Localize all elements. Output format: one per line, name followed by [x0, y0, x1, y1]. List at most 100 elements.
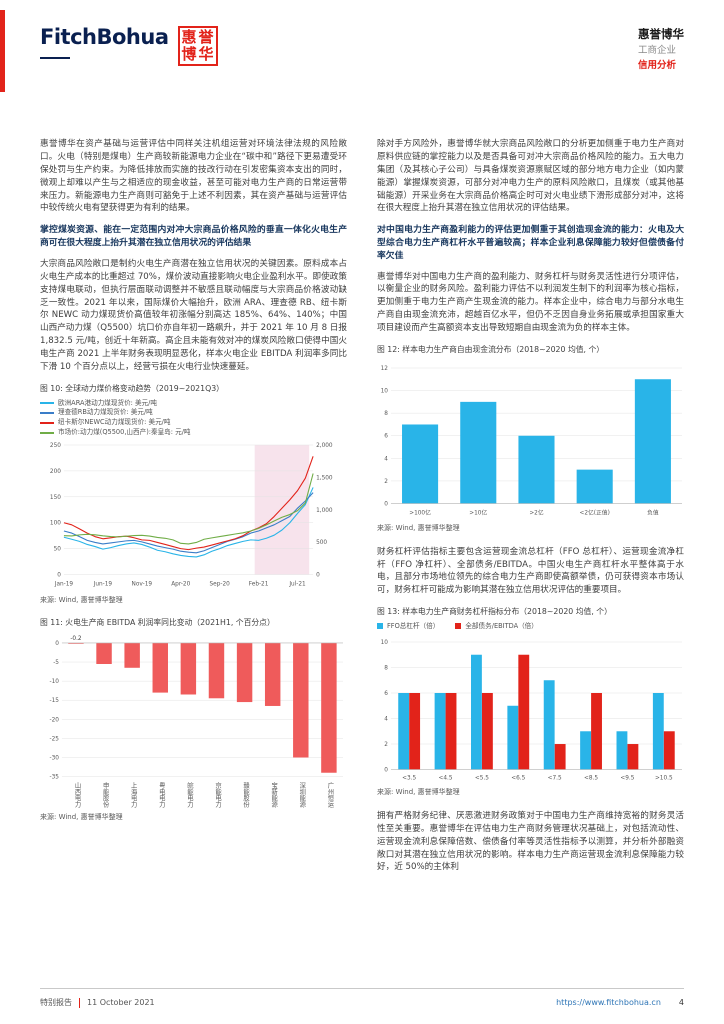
svg-text:<3.5: <3.5 [402, 775, 416, 781]
right-column: 除对手方风险外，惠誉博华就大宗商品风险敞口的分析更加侧重于电力生产商对原料供应链… [377, 138, 684, 883]
svg-text:1,000: 1,000 [316, 508, 333, 514]
svg-text:Feb-21: Feb-21 [249, 582, 269, 588]
body-paragraph: 惠誉博华在资产基础与运营评估中同样关注机组运营对环境法律法规的风险敞口。火电（特… [40, 139, 347, 214]
x-axis-label-cell: 广州恒运 [315, 782, 343, 807]
svg-text:8: 8 [384, 665, 388, 671]
svg-text:0: 0 [57, 573, 61, 579]
legend-swatch [40, 401, 54, 404]
figure-11: 图 11: 火电生产商 EBITDA 利润率同比变动（2021H1, 个百分点）… [40, 617, 347, 822]
figure-legend: 欧洲ARA港动力煤现货价: 美元/吨 理查德RB动力煤现货价: 美元/吨 纽卡斯尔N… [40, 399, 347, 438]
x-axis-label-cell: 京能电力 [202, 782, 230, 807]
svg-text:2,000: 2,000 [316, 443, 333, 449]
two-column-body: 惠誉博华在资产基础与运营评估中同样关注机组运营对环境法律法规的风险敞口。火电（特… [40, 138, 684, 883]
x-axis-label: 赣能股份 [242, 782, 250, 808]
legend-item: FFO总杠杆（倍） [377, 622, 439, 631]
bohua-seal-logo: 惠 誉 博 华 [177, 26, 218, 66]
svg-text:0: 0 [384, 767, 388, 773]
footer-report-type: 特别报告 [40, 998, 72, 1007]
x-axis-label: 山西电力 [73, 782, 81, 808]
brand-name: 惠誉博华 [638, 27, 684, 41]
legend-label: 全部债务/EBITDA（倍） [465, 621, 538, 630]
x-axis-label-cell: 申能股份 [90, 782, 118, 807]
logo-block: FitchBohua 惠 誉 博 华 [40, 25, 218, 66]
footer-report-info: 特别报告 11 October 2021 [40, 997, 155, 1008]
svg-text:50: 50 [54, 547, 62, 553]
svg-text:2: 2 [384, 479, 388, 485]
body-paragraph: 大宗商品风险敞口是制约火电生产商潜在独立信用状况的关键因素。原料成本占火电生产成… [40, 258, 347, 372]
svg-text:-15: -15 [50, 698, 60, 704]
seal-char: 博 [181, 45, 197, 63]
x-axis-label-cell: 深圳能源 [287, 782, 315, 807]
svg-text:-0.2: -0.2 [70, 636, 82, 642]
svg-text:>10.5: >10.5 [655, 775, 673, 781]
x-axis-label-cell: 上海电力 [118, 782, 146, 807]
legend-item: 市场价:动力煤(Q5500,山西产):秦皇岛: 元/吨 [40, 428, 347, 437]
seal-char: 惠 [181, 28, 197, 46]
svg-text:8: 8 [384, 411, 388, 417]
svg-text:250: 250 [50, 443, 61, 449]
legend-label: 纽卡斯尔NEWC动力煤现货价: 美元/吨 [58, 418, 171, 427]
svg-text:4: 4 [384, 716, 388, 722]
figure-source: 来源: Wind, 惠誉博华整理 [377, 524, 460, 533]
svg-text:10: 10 [381, 388, 389, 394]
figure-legend: FFO总杠杆（倍） 全部债务/EBITDA（倍） [377, 622, 684, 631]
svg-text:0: 0 [55, 641, 59, 647]
svg-text:>2亿: >2亿 [529, 508, 543, 516]
x-axis-label: 京能电力 [213, 782, 221, 808]
svg-text:<4.5: <4.5 [439, 775, 453, 781]
x-axis-label-cell: 粤电电力 [146, 782, 174, 807]
svg-text:0: 0 [384, 501, 388, 507]
svg-text:10: 10 [381, 640, 389, 646]
figure-source: 来源: Wind, 惠誉博华整理 [40, 812, 123, 821]
x-axis-label: 申能股份 [101, 782, 109, 808]
svg-text:Sep-20: Sep-20 [210, 582, 231, 588]
figure-10: 图 10: 全球动力煤价格变动趋势（2019~2021Q3） 欧洲ARA港动力煤… [40, 383, 347, 605]
legend-item: 欧洲ARA港动力煤现货价: 美元/吨 [40, 399, 347, 408]
svg-text:200: 200 [50, 469, 61, 475]
x-axis-label-cell: 宝新能源 [259, 782, 287, 807]
svg-text:500: 500 [316, 540, 327, 546]
section-heading: 对中国电力生产商盈利能力的评估更加侧重于其创造现金流的能力：火电及大型综合电力生… [377, 225, 684, 261]
svg-text:>10亿: >10亿 [469, 508, 487, 516]
legend-swatch [377, 623, 383, 630]
figure-13: 图 13: 样本电力生产商财务杠杆指标分布（2018~2020 均值, 个） F… [377, 606, 684, 798]
figure-title: 图 11: 火电生产商 EBITDA 利润率同比变动（2021H1, 个百分点） [40, 618, 275, 628]
svg-text:Jul-21: Jul-21 [288, 582, 306, 588]
x-axis-label: 深圳能源 [298, 782, 306, 808]
svg-text:-35: -35 [50, 774, 60, 780]
svg-text:150: 150 [50, 495, 61, 501]
leverage-grouped-bar-chart: 0 2 4 6 8 10 <3.5 <4.5 <5.5 <6.5 <7.5 <8.5 <9.5 >10.5 [381, 640, 682, 781]
coal-price-line-chart: 0 50 100 150 200 250 0 500 1,000 1,500 2,000 Jan-19… [50, 443, 333, 588]
ebitda-margin-bar-chart: 0 -5 -10 -15 -20 -25 -30 -35 -0.2 [50, 636, 344, 780]
figure-title: 图 12: 样本电力生产商自由现金流分布（2018~2020 均值, 个） [377, 345, 605, 355]
svg-text:6: 6 [384, 433, 388, 439]
svg-text:<5.5: <5.5 [475, 775, 489, 781]
page-footer: 特别报告 11 October 2021 https://www.fitchbo… [40, 988, 684, 1008]
x-axis-label: 上海电力 [129, 782, 137, 808]
report-type-label: 信用分析 [638, 59, 677, 71]
x-axis-labels: 山西电力 申能股份 上海电力 粤电电力 皖能电力 京能电力 赣能股份 宝新能源 深圳能源 广州恒运 [40, 782, 347, 807]
body-paragraph: 财务杠杆评估指标主要包含运营现金流总杠杆（FFO 总杠杆）、运营现金流净杠杆（F… [377, 546, 684, 596]
left-column: 惠誉博华在资产基础与运营评估中同样关注机组运营对环境法律法规的风险敞口。火电（特… [40, 138, 347, 883]
x-axis-label: 皖能电力 [185, 782, 193, 808]
fitchbohua-logo: FitchBohua [40, 25, 169, 49]
svg-text:<9.5: <9.5 [620, 775, 634, 781]
footer-separator [79, 997, 80, 1008]
free-cashflow-bar-chart: 0 2 4 6 8 10 12 >100亿 >10亿 >2亿 <2亿(正值) 负值 [381, 366, 682, 516]
svg-text:-30: -30 [50, 755, 60, 761]
legend-swatch [40, 431, 54, 434]
x-axis-label: 广州恒运 [326, 782, 334, 808]
svg-text:-10: -10 [50, 679, 60, 685]
svg-text:负值: 负值 [647, 508, 659, 516]
section-heading: 掌控煤炭资源、能在一定范围内对冲大宗商品价格风险的垂直一体化火电生产商可在很大程… [40, 225, 347, 249]
svg-text:Jan-19: Jan-19 [54, 582, 74, 588]
svg-text:-20: -20 [50, 717, 60, 723]
legend-item: 理查德RB动力煤现货价: 美元/吨 [40, 408, 347, 417]
svg-text:Jun-19: Jun-19 [93, 582, 113, 588]
report-meta-block: 惠誉博华 工商企业 信用分析 [638, 26, 684, 73]
svg-text:<6.5: <6.5 [511, 775, 525, 781]
legend-label: 市场价:动力煤(Q5500,山西产):秦皇岛: 元/吨 [58, 428, 191, 437]
website-link[interactable]: https://www.fitchbohua.cn [556, 998, 661, 1007]
figure-12: 图 12: 样本电力生产商自由现金流分布（2018~2020 均值, 个） 0 2… [377, 344, 684, 534]
figure-title: 图 13: 样本电力生产商财务杠杆指标分布（2018~2020 均值, 个） [377, 607, 612, 617]
